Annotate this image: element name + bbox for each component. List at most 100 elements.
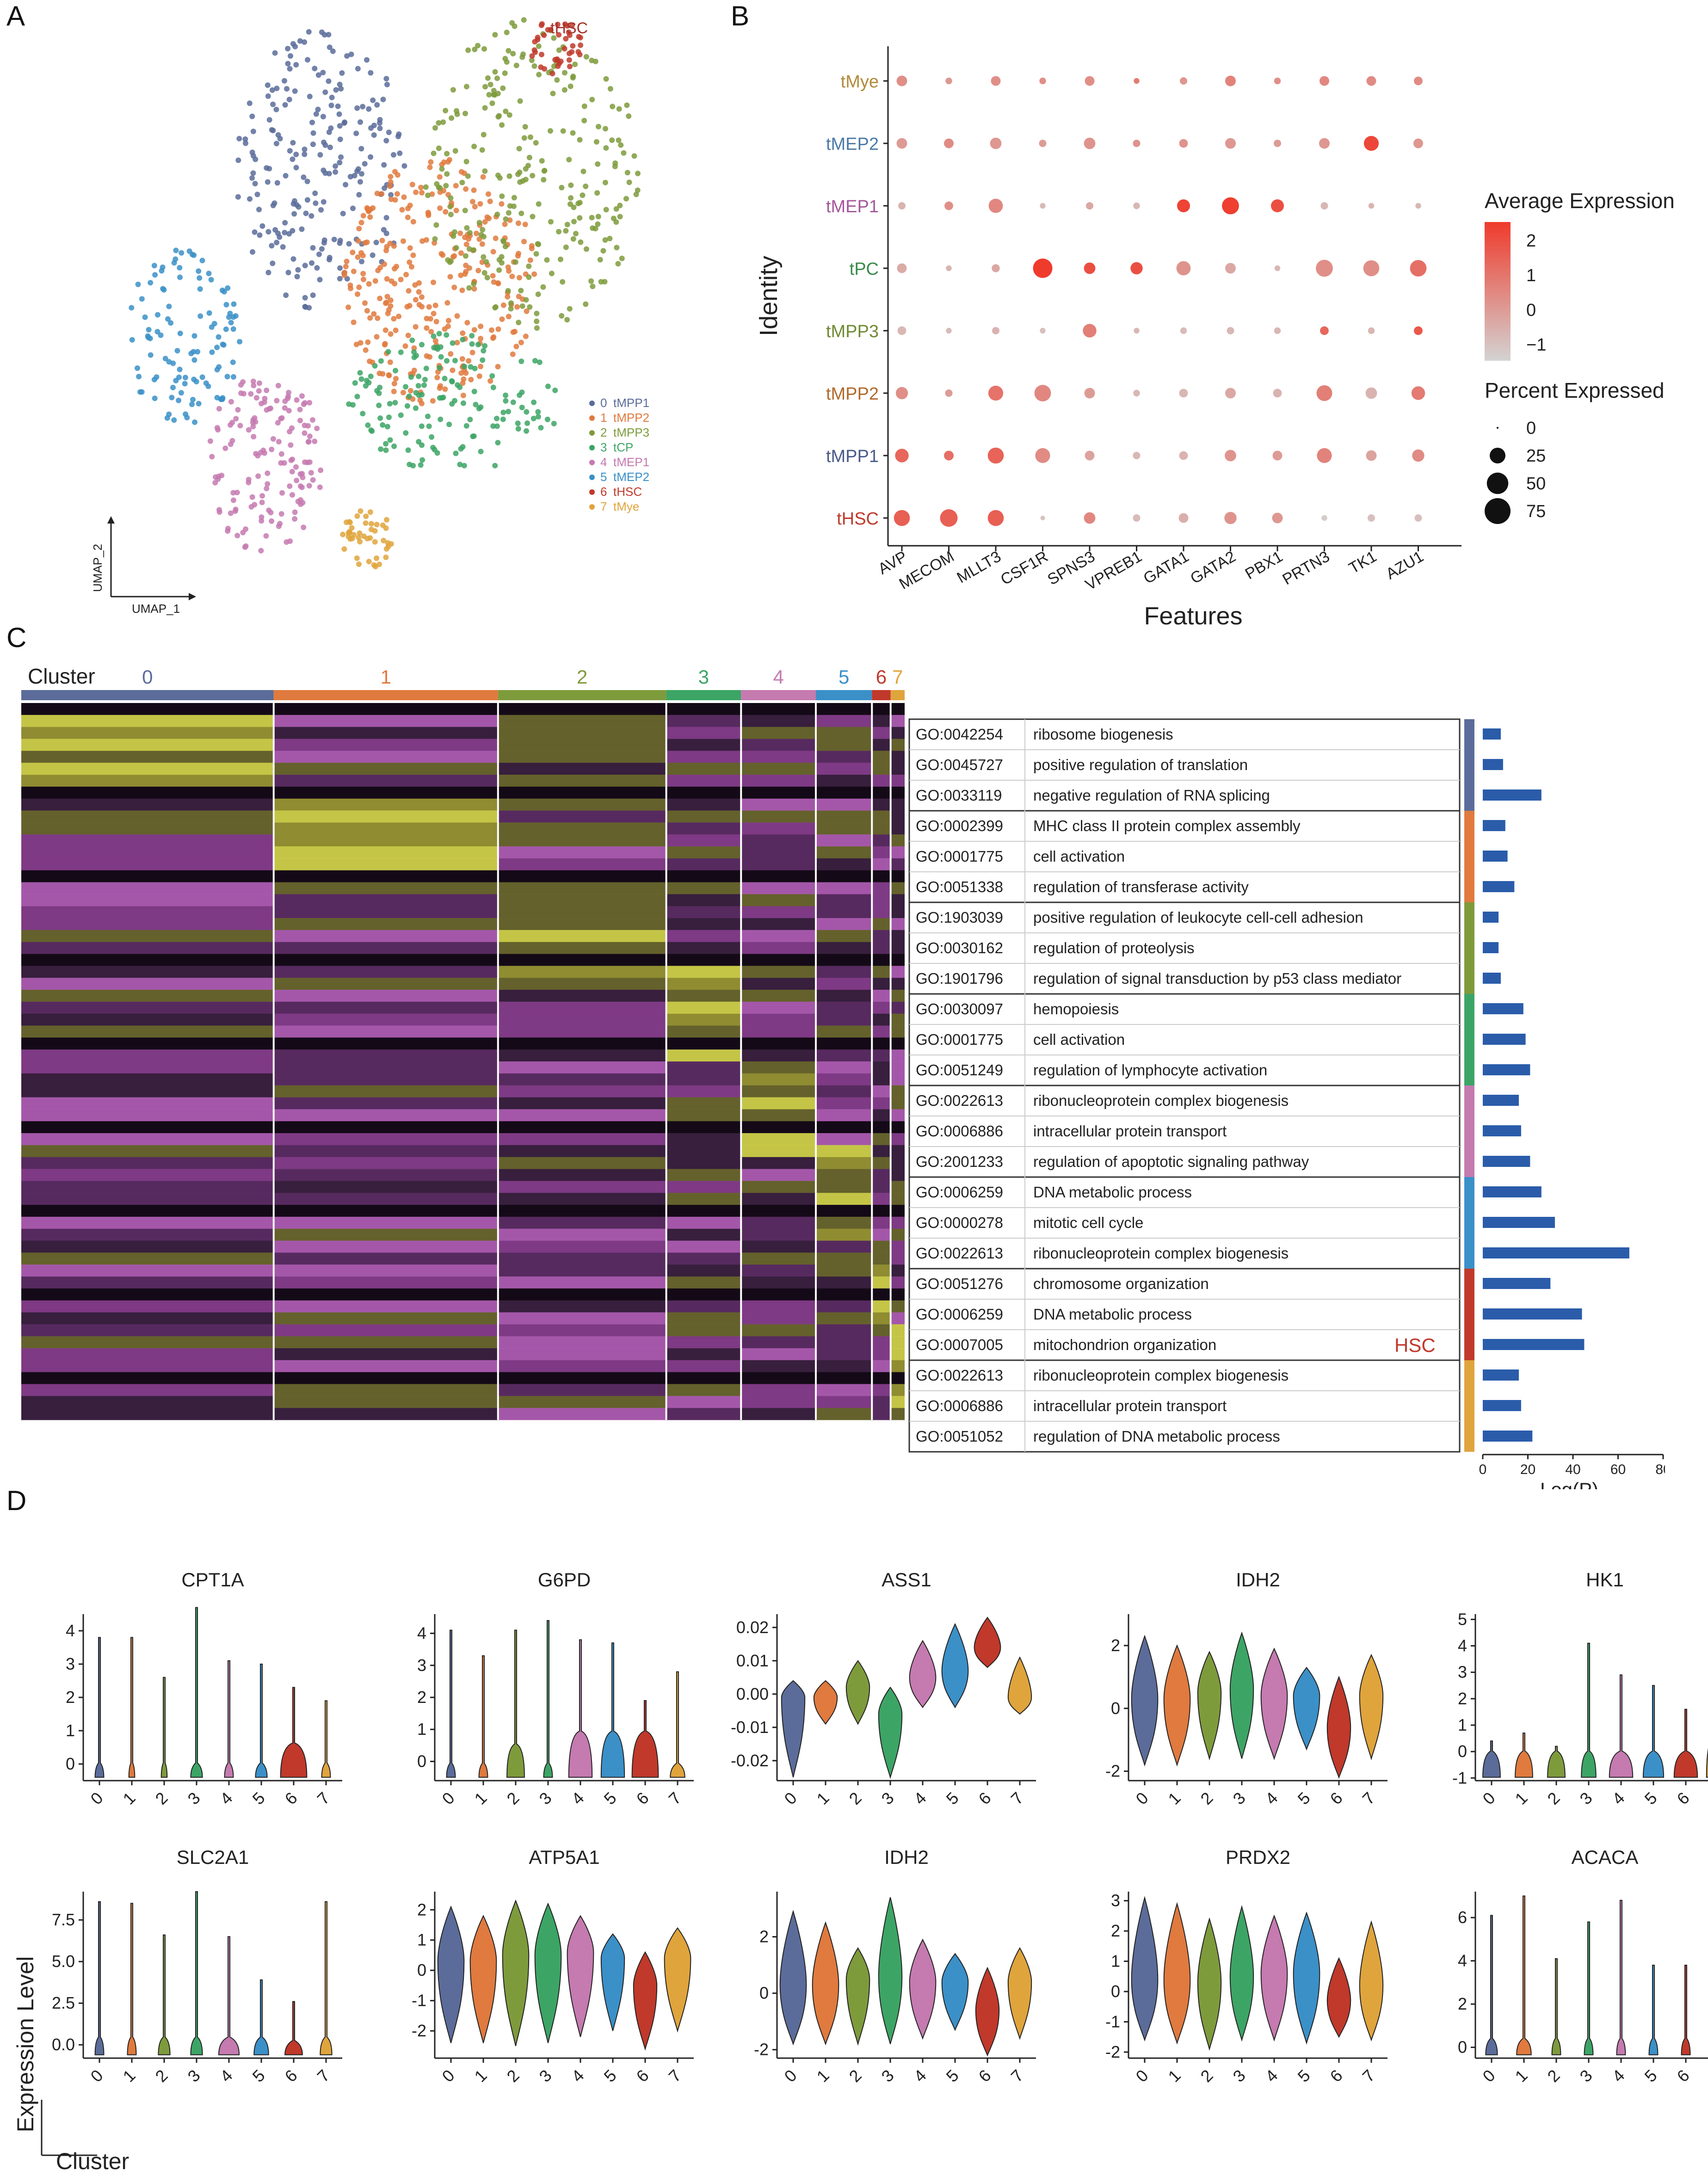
go-term-name: regulation of DNA metabolic process: [1033, 1428, 1280, 1445]
heatmap-cell: [872, 1193, 891, 1205]
umap-point: [509, 273, 515, 279]
heatmap-cell: [498, 1384, 666, 1396]
heatmap-cell: [741, 1288, 816, 1301]
heatmap-cell: [21, 1157, 274, 1169]
dotplot-dot: [944, 138, 954, 148]
umap-point: [387, 401, 393, 407]
umap-point: [359, 259, 364, 265]
heatmap-cell: [741, 1384, 816, 1396]
heatmap-cell: [21, 739, 274, 751]
violin-y-tick-label: 2: [417, 1688, 426, 1707]
heatmap-cell: [498, 739, 666, 751]
umap-point: [350, 402, 356, 408]
umap-point: [457, 230, 463, 236]
umap-point: [183, 411, 189, 417]
heatmap-cell: [666, 1336, 741, 1349]
umap-point: [297, 38, 303, 44]
violin-shape: [1359, 1920, 1384, 2042]
dotplot-panel: tMyetMEP2tMEP1tPCtMPP3tMPP2tMPP1tHSCAVPM…: [755, 46, 1675, 630]
umap-point: [432, 338, 438, 344]
heatmap-cell: [816, 930, 872, 943]
violin-category-label: 3: [878, 2066, 898, 2086]
umap-point: [317, 152, 323, 158]
violin-y-tick-label: 1: [1111, 1952, 1120, 1971]
umap-point: [169, 395, 175, 401]
umap-point: [413, 189, 419, 195]
go-group-strip: [1464, 1177, 1474, 1269]
heatmap-cell: [816, 727, 872, 739]
dotplot-dot: [896, 75, 907, 86]
umap-point: [214, 367, 220, 373]
dotplot-dot: [1363, 260, 1380, 277]
heatmap-cell: [498, 1277, 666, 1289]
umap-point: [289, 469, 295, 475]
umap-point: [352, 380, 358, 386]
umap-point: [462, 208, 468, 214]
umap-point: [395, 134, 401, 139]
heatmap-cell: [872, 1240, 891, 1253]
heatmap-cell: [21, 1097, 274, 1110]
umap-point: [409, 182, 415, 187]
umap-point: [360, 213, 366, 219]
umap-point: [302, 459, 308, 465]
heatmap-cell: [890, 751, 905, 763]
umap-point: [433, 222, 439, 228]
umap-point: [539, 51, 544, 57]
umap-point: [444, 300, 450, 306]
umap-point: [308, 213, 314, 219]
umap-point: [374, 555, 379, 561]
umap-point: [189, 401, 195, 407]
violin-y-title: Expression Level: [12, 1956, 38, 2133]
umap-point: [135, 365, 140, 371]
violin-category-label: 3: [536, 1788, 555, 1808]
dotplot-dot: [897, 326, 906, 335]
heatmap-cell: [872, 1336, 891, 1349]
heatmap-cell: [890, 1109, 905, 1122]
umap-point: [243, 140, 248, 146]
umap-point: [472, 46, 478, 52]
umap-point: [442, 326, 448, 332]
heatmap-cell: [666, 1372, 741, 1384]
umap-point: [566, 29, 572, 35]
umap-point: [166, 303, 172, 309]
dotplot-dot: [1034, 385, 1051, 401]
go-term-name: DNA metabolic process: [1033, 1306, 1192, 1323]
heatmap-cell: [872, 1181, 891, 1193]
heatmap-cell: [273, 1277, 498, 1289]
umap-point: [478, 336, 484, 341]
go-term-name: ribosome biogenesis: [1033, 726, 1173, 743]
heatmap-cell: [498, 858, 666, 871]
heatmap-cell: [816, 1013, 872, 1026]
heatmap-cluster-label: 0: [142, 666, 153, 688]
violin-y-tick-label: 4: [1458, 1951, 1467, 1970]
umap-point: [357, 539, 363, 545]
umap-point: [196, 401, 202, 407]
violin-category-label: 0: [87, 1788, 107, 1808]
heatmap-cell: [273, 739, 498, 751]
umap-legend-id: 2: [600, 426, 607, 439]
heatmap-cell: [21, 1360, 274, 1373]
heatmap-cell: [741, 810, 816, 823]
heatmap-cell: [741, 822, 816, 835]
umap-point: [269, 518, 275, 524]
umap-point: [535, 241, 541, 247]
umap-point: [269, 243, 275, 249]
heatmap-cell: [816, 858, 872, 871]
heatmap-cell: [273, 1193, 498, 1205]
heatmap-cell: [816, 1336, 872, 1349]
heatmap-panel: Cluster 0 1 2 3 4 5 6 7GO:0042254 ribosome biogen…: [21, 666, 1665, 1489]
umap-point: [595, 221, 601, 227]
umap-point: [562, 21, 568, 27]
umap-point: [191, 333, 197, 339]
umap-point: [145, 334, 151, 340]
heatmap-cell: [872, 1384, 891, 1396]
umap-point: [513, 62, 519, 68]
violin-category-label: 7: [665, 1788, 685, 1808]
violin-shape: [878, 1897, 903, 2046]
umap-point: [494, 75, 500, 81]
umap-point: [401, 163, 407, 169]
heatmap-cell: [741, 798, 816, 811]
heatmap-cell: [21, 751, 274, 763]
umap-point: [437, 205, 443, 211]
heatmap-cell: [816, 1360, 872, 1373]
